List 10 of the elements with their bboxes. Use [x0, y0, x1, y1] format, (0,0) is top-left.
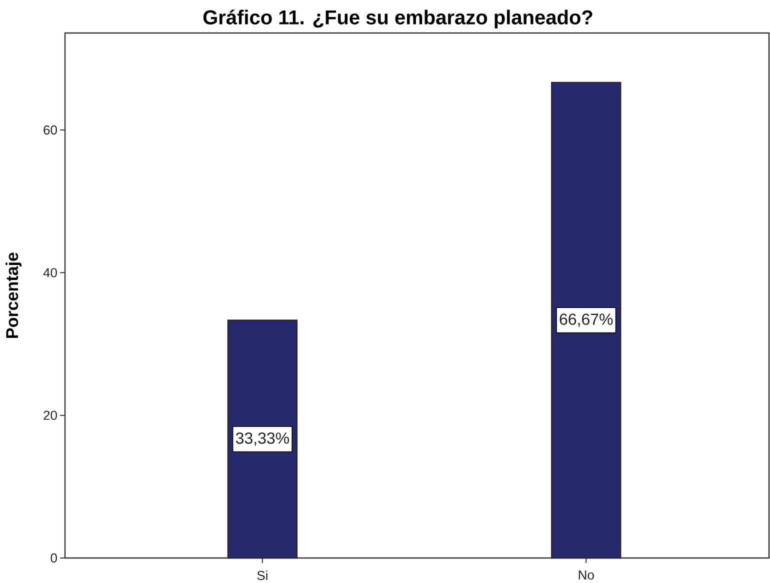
- y-tick-label: 0: [50, 553, 57, 563]
- y-axis-title: Porcentaje: [6, 252, 22, 338]
- data-label: 66,67%: [560, 314, 613, 327]
- chart-title: Gráfico 11. ¿Fue su embarazo planeado?: [203, 10, 592, 28]
- x-tick-label: Si: [257, 570, 268, 580]
- y-tick-label: 20: [44, 410, 57, 420]
- y-tick-label: 60: [44, 125, 57, 135]
- data-label: 33,33%: [236, 432, 289, 446]
- y-tick-label: 40: [43, 268, 57, 278]
- x-tick-label: No: [578, 570, 594, 580]
